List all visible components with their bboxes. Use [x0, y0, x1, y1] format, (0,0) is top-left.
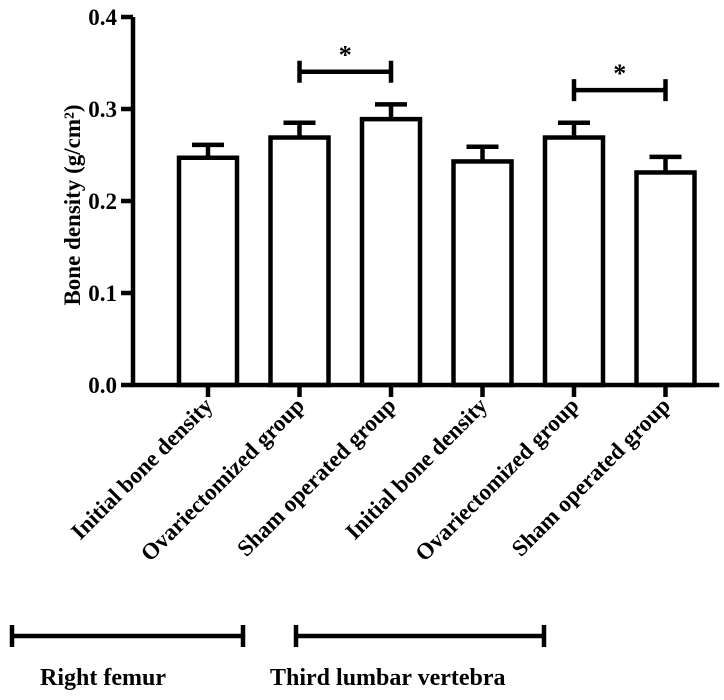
x-tick-label: Ovariectomized group: [410, 393, 583, 566]
y-tick-label: 0.0: [88, 373, 117, 398]
group-label: Third lumbar vertebra: [270, 665, 506, 691]
y-tick-label: 0.3: [88, 97, 117, 122]
bar: [268, 135, 331, 388]
bar: [359, 116, 423, 388]
annotations-layer: **: [297, 41, 668, 102]
x-tick-label: Sham operated group: [507, 393, 675, 561]
groups-layer: Right femur Third lumbar vertebra: [9, 625, 547, 691]
bar: [451, 159, 514, 388]
significance-star: *: [613, 59, 626, 88]
bars-layer: [176, 116, 697, 388]
bar: [542, 135, 606, 388]
x-tick-label: Ovariectomized group: [136, 393, 309, 566]
y-tick-label: 0.1: [88, 281, 117, 306]
y-tick-label: 0.2: [88, 189, 117, 214]
bar: [634, 170, 697, 388]
y-tick-label: 0.4: [88, 5, 117, 30]
y-axis-label: Bone density (g/cm²): [60, 104, 85, 305]
x-tick-label: Sham operated group: [232, 393, 400, 561]
significance-star: *: [339, 41, 352, 70]
error-bars-layer: [192, 102, 682, 173]
group-label: Right femur: [40, 665, 166, 691]
bar: [176, 155, 240, 388]
